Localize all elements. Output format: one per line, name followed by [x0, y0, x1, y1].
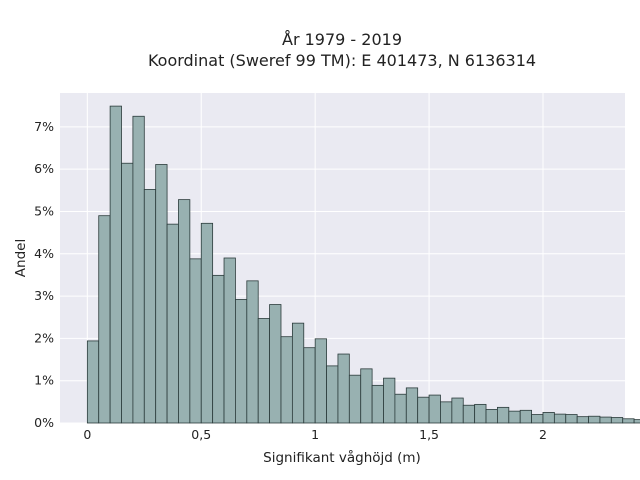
- chart-title-line-1: År 1979 - 2019: [282, 30, 402, 49]
- histogram-bar: [599, 416, 612, 424]
- x-tick-label: 1: [311, 427, 319, 442]
- histogram-bar: [178, 199, 191, 424]
- histogram-bar: [200, 222, 214, 424]
- histogram-bar: [565, 414, 578, 424]
- y-tick-label: 6%: [34, 161, 54, 176]
- histogram-bar: [291, 322, 305, 424]
- histogram-bar: [98, 215, 111, 424]
- histogram-bar: [360, 368, 373, 424]
- histogram-bar: [588, 415, 601, 424]
- histogram-bar: [314, 338, 327, 424]
- histogram-bar: [519, 409, 532, 424]
- x-axis-label: Signifikant våghöjd (m): [263, 449, 421, 466]
- histogram-bar: [143, 189, 157, 424]
- y-tick-label: 5%: [34, 203, 54, 218]
- histogram-bar: [542, 412, 555, 424]
- histogram-bar: [383, 377, 396, 424]
- histogram-bar: [132, 115, 145, 424]
- histogram-bar: [371, 384, 384, 424]
- histogram-bar: [497, 406, 510, 424]
- histogram-bar: [155, 164, 168, 424]
- histogram-bar: [417, 396, 430, 424]
- histogram-bar: [257, 318, 270, 424]
- histogram-bar: [246, 280, 259, 424]
- histogram-bar: [485, 409, 498, 424]
- histogram-bars: [86, 105, 640, 424]
- histogram-bar: [553, 413, 567, 424]
- histogram-bar: [189, 258, 202, 424]
- y-tick-label: 2%: [34, 330, 54, 345]
- x-tick-label: 0,5: [191, 427, 211, 442]
- y-tick-label: 4%: [34, 246, 54, 261]
- histogram-bar: [86, 340, 100, 424]
- histogram-bar: [348, 374, 362, 424]
- histogram-bar: [576, 416, 589, 424]
- histogram-bar: [462, 404, 476, 424]
- y-tick-label: 1%: [34, 373, 54, 388]
- y-tick-label: 7%: [34, 119, 54, 134]
- histogram-bar: [508, 410, 521, 424]
- histogram-bar: [269, 304, 282, 424]
- chart-title-line-2: Koordinat (Sweref 99 TM): E 401473, N 61…: [148, 51, 536, 70]
- y-tick-label: 0%: [34, 415, 54, 430]
- histogram-bar: [531, 414, 544, 424]
- histogram-bar: [428, 394, 441, 424]
- histogram-bar: [109, 105, 122, 424]
- histogram-bar: [610, 417, 624, 424]
- histogram-bar: [235, 299, 248, 424]
- histogram-bar: [451, 397, 464, 424]
- histogram-bar: [166, 223, 179, 424]
- histogram-bar: [394, 393, 407, 424]
- x-tick-labels: 0 0,5 1 1,5 2: [83, 427, 547, 442]
- y-tick-labels: 0% 1% 2% 3% 4% 5% 6% 7%: [34, 119, 54, 430]
- x-tick-label: 1,5: [419, 427, 439, 442]
- histogram-bar: [405, 387, 419, 424]
- histogram-bar: [440, 401, 453, 424]
- histogram-bar: [337, 353, 350, 424]
- y-axis-label: Andel: [13, 239, 29, 277]
- histogram-bar: [303, 347, 316, 424]
- histogram-bar: [474, 403, 487, 424]
- histogram-bar: [223, 257, 236, 424]
- x-tick-label: 0: [83, 427, 91, 442]
- x-tick-label: 2: [539, 427, 547, 442]
- histogram-bar: [633, 419, 640, 424]
- histogram-bar: [326, 365, 339, 424]
- histogram-bar: [121, 162, 134, 424]
- histogram-bar: [212, 274, 225, 424]
- histogram-bar: [280, 336, 293, 424]
- histogram-bar: [622, 418, 635, 424]
- y-tick-label: 3%: [34, 288, 54, 303]
